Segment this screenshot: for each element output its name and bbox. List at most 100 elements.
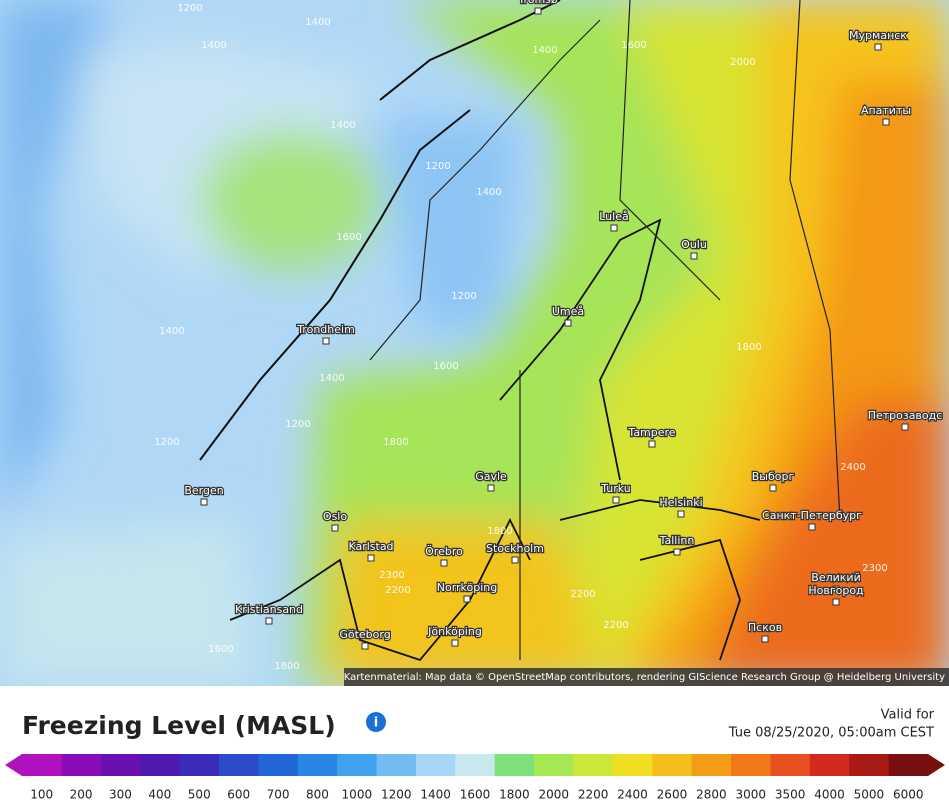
city-label: Tampere <box>627 426 675 439</box>
city: Выборг <box>750 469 796 492</box>
city-label: Stockholm <box>486 542 544 555</box>
city-marker <box>673 548 681 556</box>
valid-time: Tue 08/25/2020, 05:00am CEST <box>728 726 934 741</box>
colorbar-label: 1200 <box>381 788 412 802</box>
contour-label: 2200 <box>570 589 595 600</box>
contour-label: 1600 <box>433 361 458 372</box>
city: Tromsø <box>516 0 559 15</box>
city-label: Мурманск <box>849 29 907 42</box>
city: Oulu <box>680 237 708 260</box>
city-marker <box>361 642 369 650</box>
contour-label: 1600 <box>208 644 233 655</box>
city: Tampere <box>626 425 677 448</box>
colorbar-swatch <box>612 754 653 776</box>
colorbar-label: 1000 <box>342 788 373 802</box>
colorbar-label: 600 <box>227 788 250 802</box>
city: Псков <box>747 620 783 643</box>
city-label: Luleå <box>599 210 628 223</box>
city-marker <box>874 43 882 51</box>
colorbar-swatch <box>415 754 456 776</box>
city-label: Helsinki <box>659 496 702 509</box>
colorbar-swatch <box>337 754 378 776</box>
contour-label: 1200 <box>425 161 450 172</box>
colorbar-label: 3500 <box>775 788 806 802</box>
map: 1200 1400 1400 1400 1400 1600 2000 1200 1400 1600… <box>0 0 949 686</box>
city-marker <box>331 524 339 532</box>
city-marker <box>322 337 330 345</box>
city-marker <box>534 7 542 15</box>
city-marker <box>610 224 618 232</box>
info-icon-glyph: i <box>374 716 378 731</box>
city-label: Выборг <box>752 470 795 483</box>
contour-label: 2400 <box>840 462 865 473</box>
contour-label: 1200 <box>451 291 476 302</box>
city-marker <box>832 598 840 606</box>
city: Апатиты <box>860 103 912 126</box>
contour-label: 1800 <box>736 342 761 353</box>
colorbar-swatch <box>455 754 496 776</box>
colorbar-swatch <box>218 754 259 776</box>
city-label: Gavle <box>475 470 507 483</box>
colorbar-swatch <box>573 754 614 776</box>
city-marker <box>451 639 459 647</box>
city-marker <box>648 440 656 448</box>
colorbar-label: 800 <box>306 788 329 802</box>
city: Stockholm <box>485 541 545 564</box>
city-marker <box>612 496 620 504</box>
city-label: Turku <box>600 482 631 495</box>
colorbar-label: 500 <box>188 788 211 802</box>
contour-label: 1400 <box>159 326 184 337</box>
coastline <box>229 218 761 662</box>
colorbar-label: 3000 <box>735 788 766 802</box>
colorbar-label: 300 <box>109 788 132 802</box>
colorbar-swatch <box>61 754 102 776</box>
city-label: Örebro <box>425 545 463 558</box>
city-marker <box>769 484 777 492</box>
colorbar-swatch <box>494 754 535 776</box>
valid-label: Valid for <box>881 708 935 723</box>
city: Turku <box>599 481 632 504</box>
info-icon[interactable] <box>366 712 386 732</box>
city-marker <box>367 554 375 562</box>
colorbar-swatch <box>258 754 299 776</box>
contour-label: 1200 <box>285 419 310 430</box>
city: Новгород <box>807 583 865 606</box>
city-label: Oslo <box>323 510 347 523</box>
contour-label: 1800 <box>487 526 512 537</box>
colorbar-arrow-left <box>5 754 22 776</box>
city-label: Norrköping <box>437 581 498 594</box>
contour-label: 2000 <box>730 57 755 68</box>
city-label: Петрозаводс <box>868 409 943 422</box>
colorbar-label: 2800 <box>696 788 727 802</box>
colorbar-label: 200 <box>70 788 93 802</box>
border <box>369 0 841 660</box>
contour-label: 2300 <box>379 570 404 581</box>
city-label: Санкт-Петербург <box>762 509 862 522</box>
city-label: Umeå <box>552 305 584 318</box>
city-marker <box>511 556 519 564</box>
contour-label: 1600 <box>621 40 646 51</box>
colorbar-swatch <box>100 754 141 776</box>
city: Trondheim <box>295 322 356 345</box>
contour-label: 2200 <box>385 585 410 596</box>
colorbar-label: 1600 <box>460 788 491 802</box>
contour-label: 1200 <box>177 3 202 14</box>
city-marker <box>440 559 448 567</box>
city: Luleå <box>598 209 630 232</box>
colorbar-swatch <box>179 754 220 776</box>
legend-title: Freezing Level (MASL) <box>22 711 336 740</box>
contour-label: 1400 <box>201 40 226 51</box>
colorbar-swatch <box>652 754 693 776</box>
city-marker <box>265 617 273 625</box>
city: Bergen <box>183 483 225 506</box>
colorbar-swatch <box>297 754 338 776</box>
city: Norrköping <box>435 580 499 603</box>
colorbar-label: 4000 <box>814 788 845 802</box>
colorbar-label: 6000 <box>893 788 924 802</box>
contour-label: 1400 <box>305 17 330 28</box>
city: Санкт-Петербург <box>761 508 863 531</box>
colorbar-swatch <box>534 754 574 776</box>
colorbar-label: 400 <box>148 788 171 802</box>
city-label: Göteborg <box>339 628 390 641</box>
